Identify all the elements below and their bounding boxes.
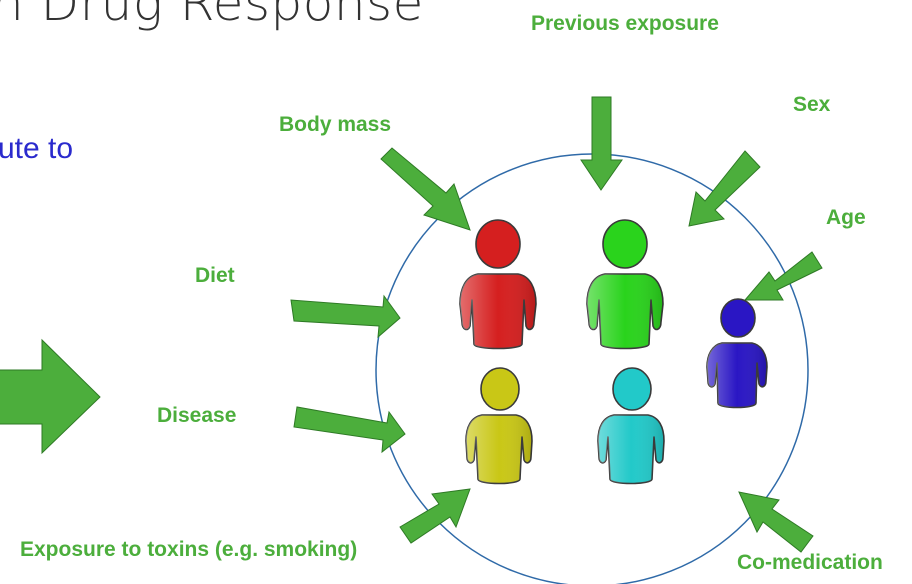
arrow-icon [688,150,761,227]
big-arrow-icon [0,338,101,455]
arrow-icon [380,147,471,231]
factor-age: Age [826,206,866,229]
arrow-icon [743,251,823,301]
arrow-icon [580,96,623,191]
factor-diet: Diet [195,264,235,287]
factor-disease: Disease [157,404,237,427]
person-icon-green [586,219,664,350]
arrow-icon [399,488,471,544]
person-icon-yellow [465,367,533,485]
person-icon-cyan [597,367,665,485]
factor-exposure-to-toxins: Exposure to toxins (e.g. smoking) [20,538,358,561]
factor-previous-exposure: Previous exposure [531,12,719,35]
slide-title: n Drug Response [0,0,424,32]
arrow-icon [738,491,814,553]
person-icon-blue [706,298,768,409]
slide-body-text: ute to [0,132,74,165]
factor-co-medication: Co-medication [737,551,883,574]
person-icon-red [459,219,537,350]
arrow-icon [290,294,401,339]
factor-body-mass: Body mass [279,113,392,136]
factor-sex: Sex [793,93,831,116]
arrow-icon [293,406,406,454]
